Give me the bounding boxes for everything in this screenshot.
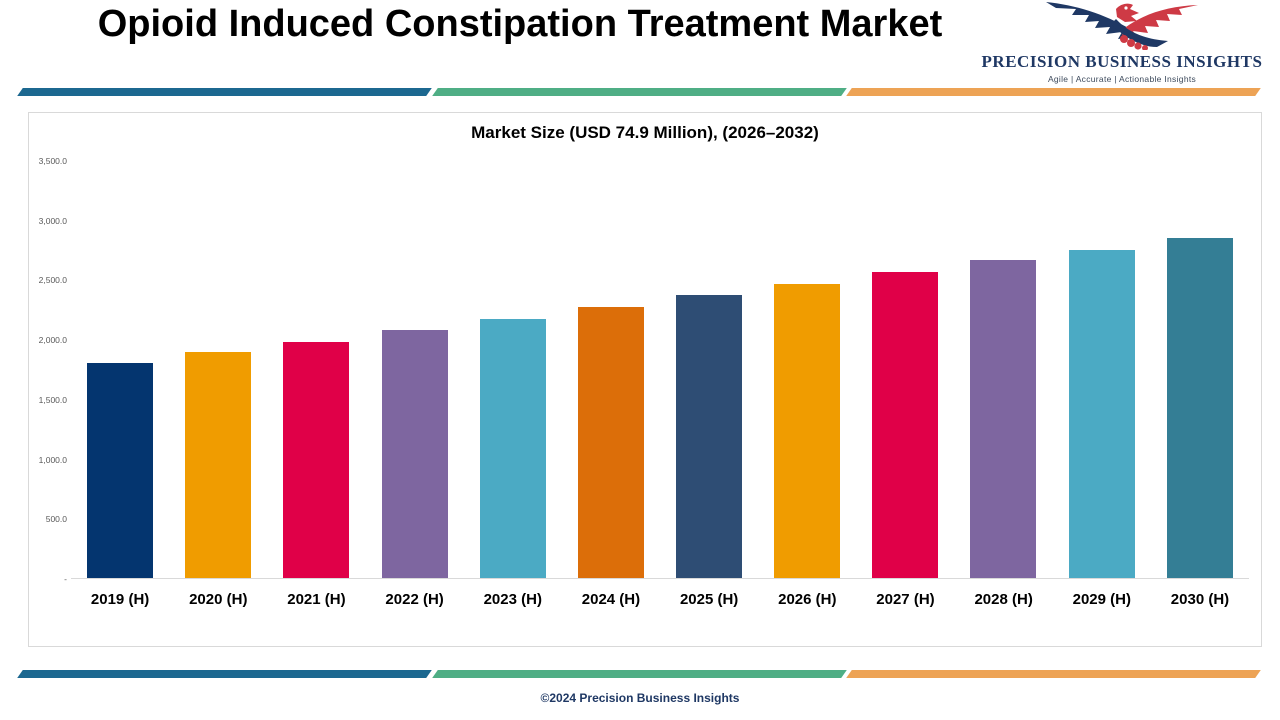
- bar-2020: [185, 352, 252, 578]
- page-title: Opioid Induced Constipation Treatment Ma…: [97, 3, 943, 45]
- divider-segment-orange: [846, 670, 1261, 678]
- bars-row: [71, 161, 1249, 579]
- y-tick-label: 3,500.0: [38, 156, 67, 166]
- divider-segment-blue: [17, 88, 432, 96]
- company-logo: PRECISION BUSINESS INSIGHTS Agile | Accu…: [972, 0, 1272, 84]
- divider-segment-green: [431, 670, 847, 678]
- bar-2028: [970, 260, 1037, 578]
- y-tick-label: 500.0: [45, 514, 67, 525]
- x-tick-label: 2021 (H): [287, 591, 346, 608]
- bar-2022: [381, 330, 448, 578]
- x-tick-label: 2019 (H): [90, 591, 150, 608]
- bar-2019: [87, 363, 154, 578]
- chart-card: Market Size (USD 74.9 Million), (2026–20…: [28, 112, 1262, 647]
- bar-2030: [1166, 238, 1233, 578]
- divider-segment-blue: [17, 670, 432, 678]
- y-tick-label: 1,000.0: [38, 454, 67, 465]
- y-tick-label: 3,000.0: [38, 215, 67, 226]
- x-axis: 2019 (H) 2020 (H) 2021 (H) 2022 (H) 2023 (H)…: [71, 579, 1249, 608]
- bar-2025: [676, 295, 743, 578]
- bar-2029: [1068, 250, 1135, 578]
- divider-segment-orange: [846, 88, 1261, 96]
- x-tick-label: 2030 (H): [1170, 591, 1230, 608]
- logo-tagline: Agile | Accurate | Actionable Insights: [1047, 74, 1197, 84]
- bar-2027: [872, 272, 939, 578]
- eagle-icon: [1046, 2, 1198, 50]
- y-axis: 3,500.0 3,000.0 2,500.0 2,000.0 1,500.0 1,000…: [37, 156, 71, 584]
- x-tick-label: 2029 (H): [1072, 591, 1131, 608]
- y-tick-label: 2,500.0: [38, 275, 67, 286]
- y-tick-label: -: [64, 574, 67, 584]
- y-tick-label: 1,500.0: [38, 394, 67, 405]
- top-divider: [17, 88, 1261, 96]
- x-tick-label: 2025 (H): [679, 591, 739, 608]
- bar-2024: [577, 307, 644, 578]
- x-tick-label: 2022 (H): [385, 591, 444, 608]
- copyright-text: ©2024 Precision Business Insights: [540, 691, 740, 705]
- chart-title: Market Size (USD 74.9 Million), (2026–20…: [471, 123, 819, 142]
- footer-divider: [17, 670, 1261, 678]
- plot-area: 3,500.0 3,000.0 2,500.0 2,000.0 1,500.0 1,000…: [37, 156, 1249, 608]
- x-tick-label: 2023 (H): [483, 591, 542, 608]
- x-tick-label: 2024 (H): [581, 591, 641, 608]
- bar-2023: [479, 319, 546, 578]
- divider-segment-green: [431, 88, 847, 96]
- bar-2021: [283, 342, 350, 578]
- x-tick-label: 2028 (H): [974, 591, 1033, 608]
- x-tick-label: 2026 (H): [778, 591, 837, 608]
- y-tick-label: 2,000.0: [38, 335, 67, 346]
- x-tick-label: 2020 (H): [189, 591, 248, 608]
- logo-name: PRECISION BUSINESS INSIGHTS: [981, 52, 1263, 71]
- x-tick-label: 2027 (H): [876, 591, 935, 608]
- bar-2026: [774, 284, 841, 578]
